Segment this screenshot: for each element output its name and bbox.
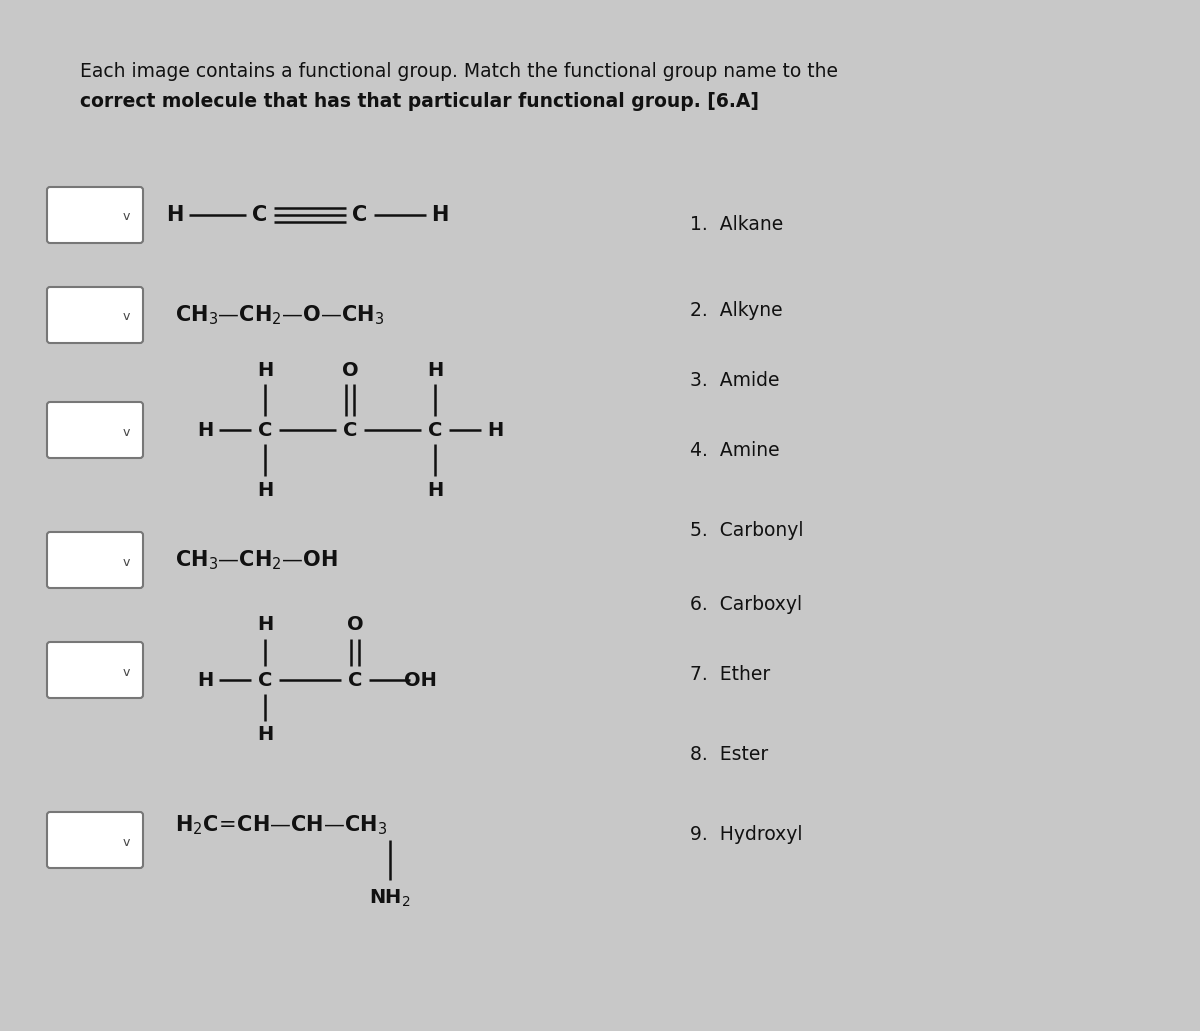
- Text: 3.  Amide: 3. Amide: [690, 370, 780, 390]
- Text: v: v: [122, 310, 130, 324]
- Text: H: H: [167, 205, 184, 225]
- Text: CH$_3$—CH$_2$—O—CH$_3$: CH$_3$—CH$_2$—O—CH$_3$: [175, 303, 384, 327]
- Text: 2.  Alkyne: 2. Alkyne: [690, 300, 782, 320]
- Text: H: H: [427, 361, 443, 379]
- Text: H: H: [257, 726, 274, 744]
- Text: C: C: [353, 205, 367, 225]
- Text: Each image contains a functional group. Match the functional group name to the: Each image contains a functional group. …: [80, 62, 838, 81]
- Text: OH: OH: [403, 670, 437, 690]
- Text: H$_2$C$\!=\!$CH—CH—CH$_3$: H$_2$C$\!=\!$CH—CH—CH$_3$: [175, 813, 388, 837]
- Text: correct molecule that has that particular functional group. [6.A]: correct molecule that has that particula…: [80, 92, 760, 111]
- FancyBboxPatch shape: [47, 402, 143, 458]
- Text: C: C: [343, 421, 358, 439]
- Text: 6.  Carboxyl: 6. Carboxyl: [690, 596, 802, 614]
- Text: C: C: [348, 670, 362, 690]
- Text: O: O: [342, 361, 359, 379]
- Text: H: H: [197, 421, 214, 439]
- Text: C: C: [258, 670, 272, 690]
- Text: 7.  Ether: 7. Ether: [690, 665, 770, 685]
- FancyBboxPatch shape: [47, 642, 143, 698]
- Text: v: v: [122, 665, 130, 678]
- Text: NH$_2$: NH$_2$: [370, 888, 410, 908]
- Text: H: H: [257, 480, 274, 499]
- Text: H: H: [431, 205, 449, 225]
- Text: C: C: [252, 205, 268, 225]
- Text: 9.  Hydroxyl: 9. Hydroxyl: [690, 826, 803, 844]
- Text: O: O: [347, 616, 364, 634]
- FancyBboxPatch shape: [47, 812, 143, 868]
- Text: 1.  Alkane: 1. Alkane: [690, 215, 784, 234]
- Text: H: H: [257, 616, 274, 634]
- Text: CH$_3$—CH$_2$—OH: CH$_3$—CH$_2$—OH: [175, 548, 337, 572]
- Text: 8.  Ester: 8. Ester: [690, 745, 768, 765]
- Text: v: v: [122, 835, 130, 849]
- Text: C: C: [428, 421, 442, 439]
- FancyBboxPatch shape: [47, 287, 143, 343]
- Text: H: H: [427, 480, 443, 499]
- Text: v: v: [122, 556, 130, 568]
- Text: v: v: [122, 426, 130, 438]
- FancyBboxPatch shape: [47, 532, 143, 588]
- Text: H: H: [197, 670, 214, 690]
- Text: H: H: [257, 361, 274, 379]
- FancyBboxPatch shape: [47, 187, 143, 243]
- Text: v: v: [122, 210, 130, 224]
- Text: H: H: [487, 421, 503, 439]
- Text: 5.  Carbonyl: 5. Carbonyl: [690, 521, 804, 539]
- Text: C: C: [258, 421, 272, 439]
- Text: 4.  Amine: 4. Amine: [690, 440, 780, 460]
